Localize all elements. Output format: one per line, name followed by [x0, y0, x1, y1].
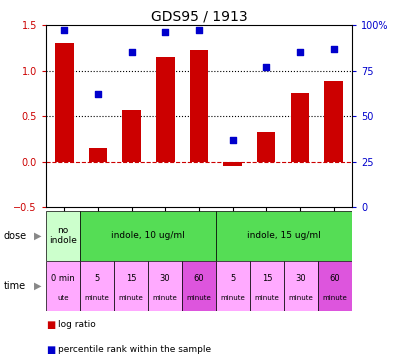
Text: log ratio: log ratio [58, 320, 96, 330]
Bar [324, 81, 343, 161]
Text: minute: minute [85, 295, 109, 301]
Bar [122, 110, 141, 161]
Bar [46, 211, 80, 261]
Bar [216, 261, 250, 311]
Bar [46, 261, 80, 311]
Text: ute: ute [57, 295, 69, 301]
Text: 5: 5 [94, 273, 100, 283]
Text: minute: minute [323, 295, 347, 301]
Text: time: time [4, 281, 26, 291]
Text: dose: dose [4, 231, 27, 241]
Bar [182, 261, 216, 311]
Bar [80, 261, 114, 311]
Text: minute: minute [255, 295, 279, 301]
Text: minute: minute [221, 295, 245, 301]
Text: 60: 60 [194, 273, 204, 283]
Point [263, 64, 270, 70]
Text: 15: 15 [262, 273, 272, 283]
Bar [284, 261, 318, 311]
Bar [257, 132, 276, 161]
Text: minute: minute [187, 295, 211, 301]
Bar [223, 161, 242, 166]
Point [330, 46, 337, 51]
Bar [250, 261, 284, 311]
Bar [148, 261, 182, 311]
Text: ■: ■ [46, 345, 55, 355]
Bar [318, 261, 352, 311]
Text: indole, 15 ug/ml: indole, 15 ug/ml [247, 231, 321, 240]
Bar [89, 148, 107, 161]
Text: minute: minute [119, 295, 143, 301]
Point [230, 137, 236, 142]
Bar [216, 211, 352, 261]
Text: 15: 15 [126, 273, 136, 283]
Point [128, 50, 135, 55]
Text: ■: ■ [46, 320, 55, 330]
Point [162, 29, 168, 35]
Bar [80, 211, 216, 261]
Text: 60: 60 [330, 273, 340, 283]
Text: ▶: ▶ [34, 231, 42, 241]
Text: 5: 5 [230, 273, 236, 283]
Text: minute: minute [289, 295, 313, 301]
Point [196, 27, 202, 33]
Point [61, 27, 68, 33]
Bar [156, 57, 175, 161]
Text: ▶: ▶ [34, 281, 42, 291]
Point [95, 91, 101, 97]
Bar [55, 43, 74, 161]
Text: 30: 30 [160, 273, 170, 283]
Text: minute: minute [153, 295, 177, 301]
Text: 30: 30 [296, 273, 306, 283]
Title: GDS95 / 1913: GDS95 / 1913 [151, 10, 247, 24]
Text: no
indole: no indole [49, 226, 77, 245]
Text: 0 min: 0 min [51, 273, 75, 283]
Text: percentile rank within the sample: percentile rank within the sample [58, 345, 211, 355]
Text: indole, 10 ug/ml: indole, 10 ug/ml [111, 231, 185, 240]
Bar [114, 261, 148, 311]
Bar [190, 50, 208, 161]
Point [297, 50, 303, 55]
Bar [291, 93, 309, 161]
